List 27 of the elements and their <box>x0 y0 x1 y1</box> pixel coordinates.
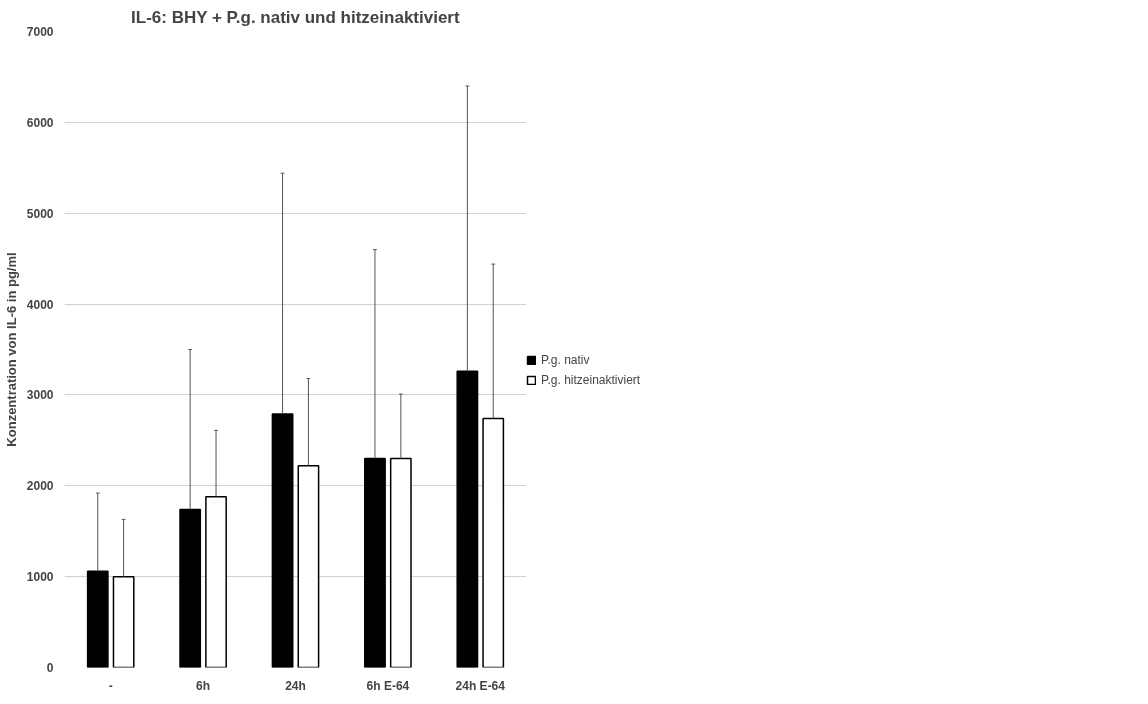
y-tick-label: 7000 <box>26 25 54 39</box>
x-tick-label: - <box>108 678 113 693</box>
x-tick-label: 6h <box>196 678 211 693</box>
y-tick-label: 1000 <box>26 570 54 585</box>
y-axis-title: Konzentration von IL-6 in pg/ml <box>3 252 19 447</box>
bar <box>297 465 320 668</box>
x-tick-label: 24h <box>285 678 306 693</box>
y-tick-label: 2000 <box>26 479 54 494</box>
y-tick-label: 5000 <box>26 206 54 221</box>
bar <box>364 457 386 668</box>
x-tick-label: 24h E-64 <box>455 678 506 693</box>
x-tick-label: 6h E-64 <box>366 678 410 693</box>
bar <box>389 457 412 668</box>
bar <box>112 575 135 668</box>
legend-label: P.g. nativ <box>541 353 590 367</box>
legend-label: P.g. hitzeinaktiviert <box>541 373 641 387</box>
y-tick-label: 0 <box>46 661 54 675</box>
bar <box>482 417 505 668</box>
bar <box>456 370 479 668</box>
bar <box>179 508 202 668</box>
y-tick-label: 3000 <box>26 388 54 403</box>
y-tick-label: 6000 <box>26 115 54 130</box>
chart-title: IL-6: BHY + P.g. nativ und hitzeinaktiviert <box>131 7 460 27</box>
y-tick-label: 4000 <box>26 297 54 312</box>
bar <box>205 495 227 668</box>
bar <box>271 413 294 668</box>
bar <box>86 570 109 668</box>
